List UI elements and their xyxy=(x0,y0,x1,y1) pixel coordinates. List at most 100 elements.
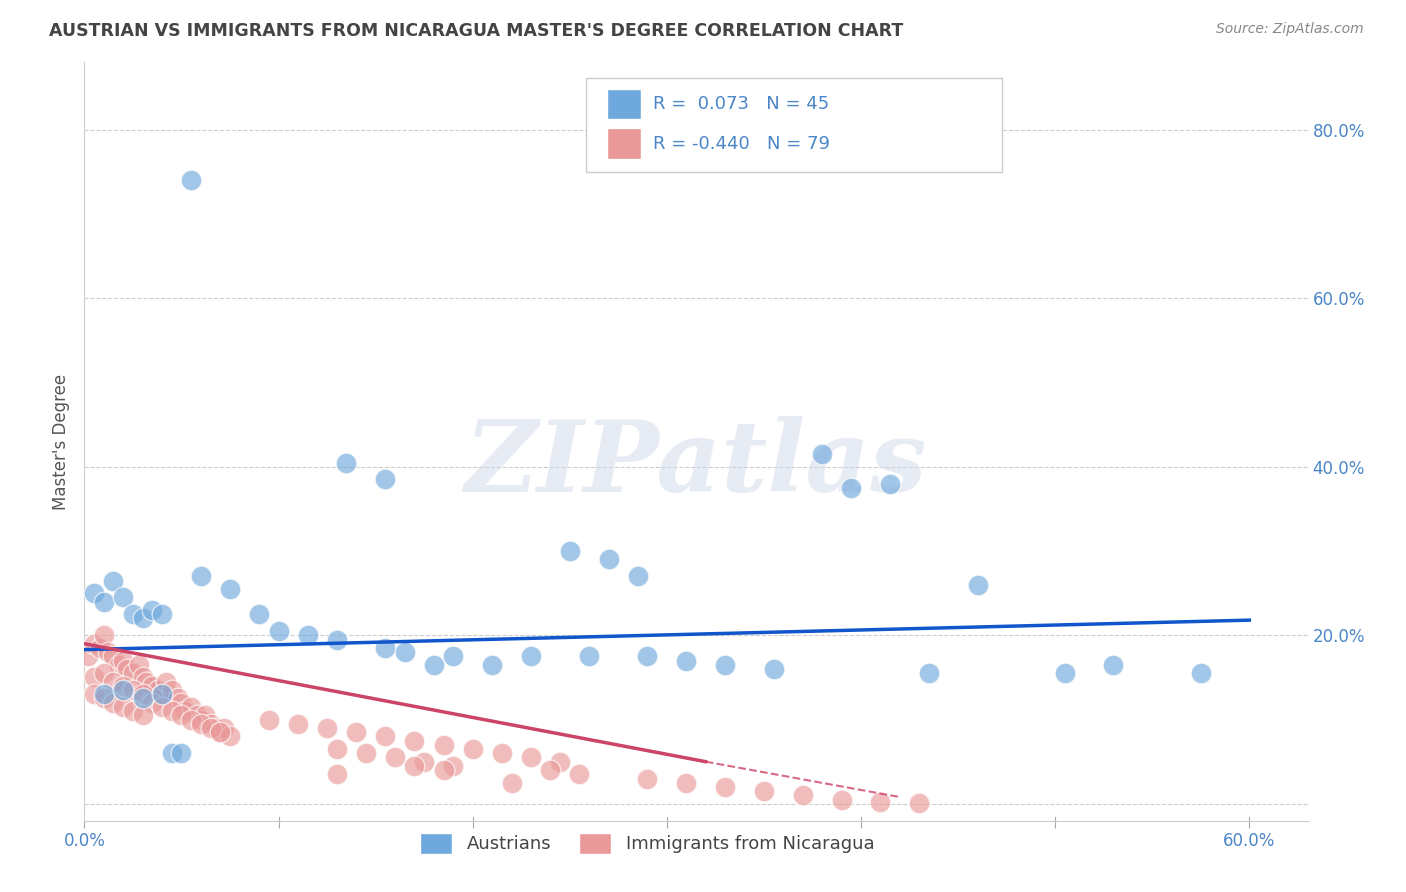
Point xyxy=(135,674,157,689)
Point xyxy=(714,657,737,672)
Point xyxy=(160,746,183,760)
FancyBboxPatch shape xyxy=(606,128,641,159)
Point xyxy=(811,447,834,461)
Point xyxy=(93,691,115,706)
Point xyxy=(200,716,222,731)
Point xyxy=(520,649,543,664)
Point xyxy=(77,649,100,664)
Point xyxy=(131,670,153,684)
Point xyxy=(112,679,135,693)
Point xyxy=(89,640,111,655)
Point xyxy=(180,173,202,187)
Point xyxy=(205,721,228,735)
Point xyxy=(190,716,212,731)
Point xyxy=(461,742,484,756)
Point xyxy=(170,746,193,760)
Point xyxy=(714,780,737,794)
Point xyxy=(675,776,697,790)
Point xyxy=(93,666,115,681)
Point xyxy=(93,628,115,642)
Point xyxy=(404,733,426,747)
Point xyxy=(115,662,138,676)
Point xyxy=(297,628,319,642)
Point xyxy=(190,713,212,727)
Point xyxy=(578,649,600,664)
Point xyxy=(752,784,775,798)
Point xyxy=(441,649,464,664)
Point xyxy=(869,795,891,809)
Point xyxy=(200,721,222,735)
Point xyxy=(180,713,202,727)
Point xyxy=(93,594,115,608)
Point xyxy=(190,569,212,583)
Point xyxy=(354,746,377,760)
Point xyxy=(170,696,193,710)
Point xyxy=(160,704,183,718)
Legend: Austrians, Immigrants from Nicaragua: Austrians, Immigrants from Nicaragua xyxy=(413,826,882,861)
Point xyxy=(636,649,658,664)
Y-axis label: Master's Degree: Master's Degree xyxy=(52,374,70,509)
Point xyxy=(155,674,177,689)
Point xyxy=(918,666,941,681)
Point xyxy=(792,789,814,803)
Point xyxy=(103,696,125,710)
Point xyxy=(219,730,242,744)
Text: Source: ZipAtlas.com: Source: ZipAtlas.com xyxy=(1216,22,1364,37)
Point xyxy=(432,763,454,777)
Point xyxy=(831,792,853,806)
Point xyxy=(432,738,454,752)
Text: ZIPatlas: ZIPatlas xyxy=(465,416,927,513)
Point xyxy=(150,687,173,701)
Point xyxy=(247,607,270,622)
FancyBboxPatch shape xyxy=(586,78,1002,172)
Point xyxy=(112,654,135,668)
Point xyxy=(568,767,591,781)
Point xyxy=(122,704,145,718)
Point xyxy=(762,662,785,676)
Point xyxy=(141,679,163,693)
Point xyxy=(160,683,183,698)
Point xyxy=(166,691,188,706)
Point xyxy=(1102,657,1125,672)
Point xyxy=(83,637,105,651)
Point xyxy=(122,607,145,622)
Point xyxy=(97,645,120,659)
Point xyxy=(128,657,150,672)
Point xyxy=(131,691,153,706)
Point xyxy=(675,654,697,668)
Point xyxy=(141,603,163,617)
Point xyxy=(558,544,581,558)
Point xyxy=(404,759,426,773)
Point xyxy=(141,696,163,710)
Point xyxy=(326,767,349,781)
Point xyxy=(150,699,173,714)
Point xyxy=(219,582,242,596)
Point xyxy=(122,666,145,681)
Point xyxy=(212,721,235,735)
Point xyxy=(394,645,416,659)
Point xyxy=(374,730,396,744)
Point xyxy=(384,750,406,764)
Point xyxy=(413,755,436,769)
Point xyxy=(1053,666,1076,681)
Point xyxy=(180,699,202,714)
Point xyxy=(103,674,125,689)
Point xyxy=(150,687,173,701)
Point xyxy=(598,552,620,566)
Point xyxy=(316,721,339,735)
Point xyxy=(174,704,197,718)
Text: AUSTRIAN VS IMMIGRANTS FROM NICARAGUA MASTER'S DEGREE CORRELATION CHART: AUSTRIAN VS IMMIGRANTS FROM NICARAGUA MA… xyxy=(49,22,904,40)
Point xyxy=(131,708,153,723)
Text: R =  0.073   N = 45: R = 0.073 N = 45 xyxy=(654,95,830,113)
Point xyxy=(627,569,650,583)
Point xyxy=(209,725,232,739)
Point xyxy=(423,657,446,672)
Point xyxy=(538,763,561,777)
Point xyxy=(146,683,169,698)
Point xyxy=(83,687,105,701)
Point xyxy=(131,611,153,625)
Text: R = -0.440   N = 79: R = -0.440 N = 79 xyxy=(654,135,830,153)
Point xyxy=(194,708,217,723)
Point xyxy=(186,708,208,723)
Point xyxy=(209,725,232,739)
